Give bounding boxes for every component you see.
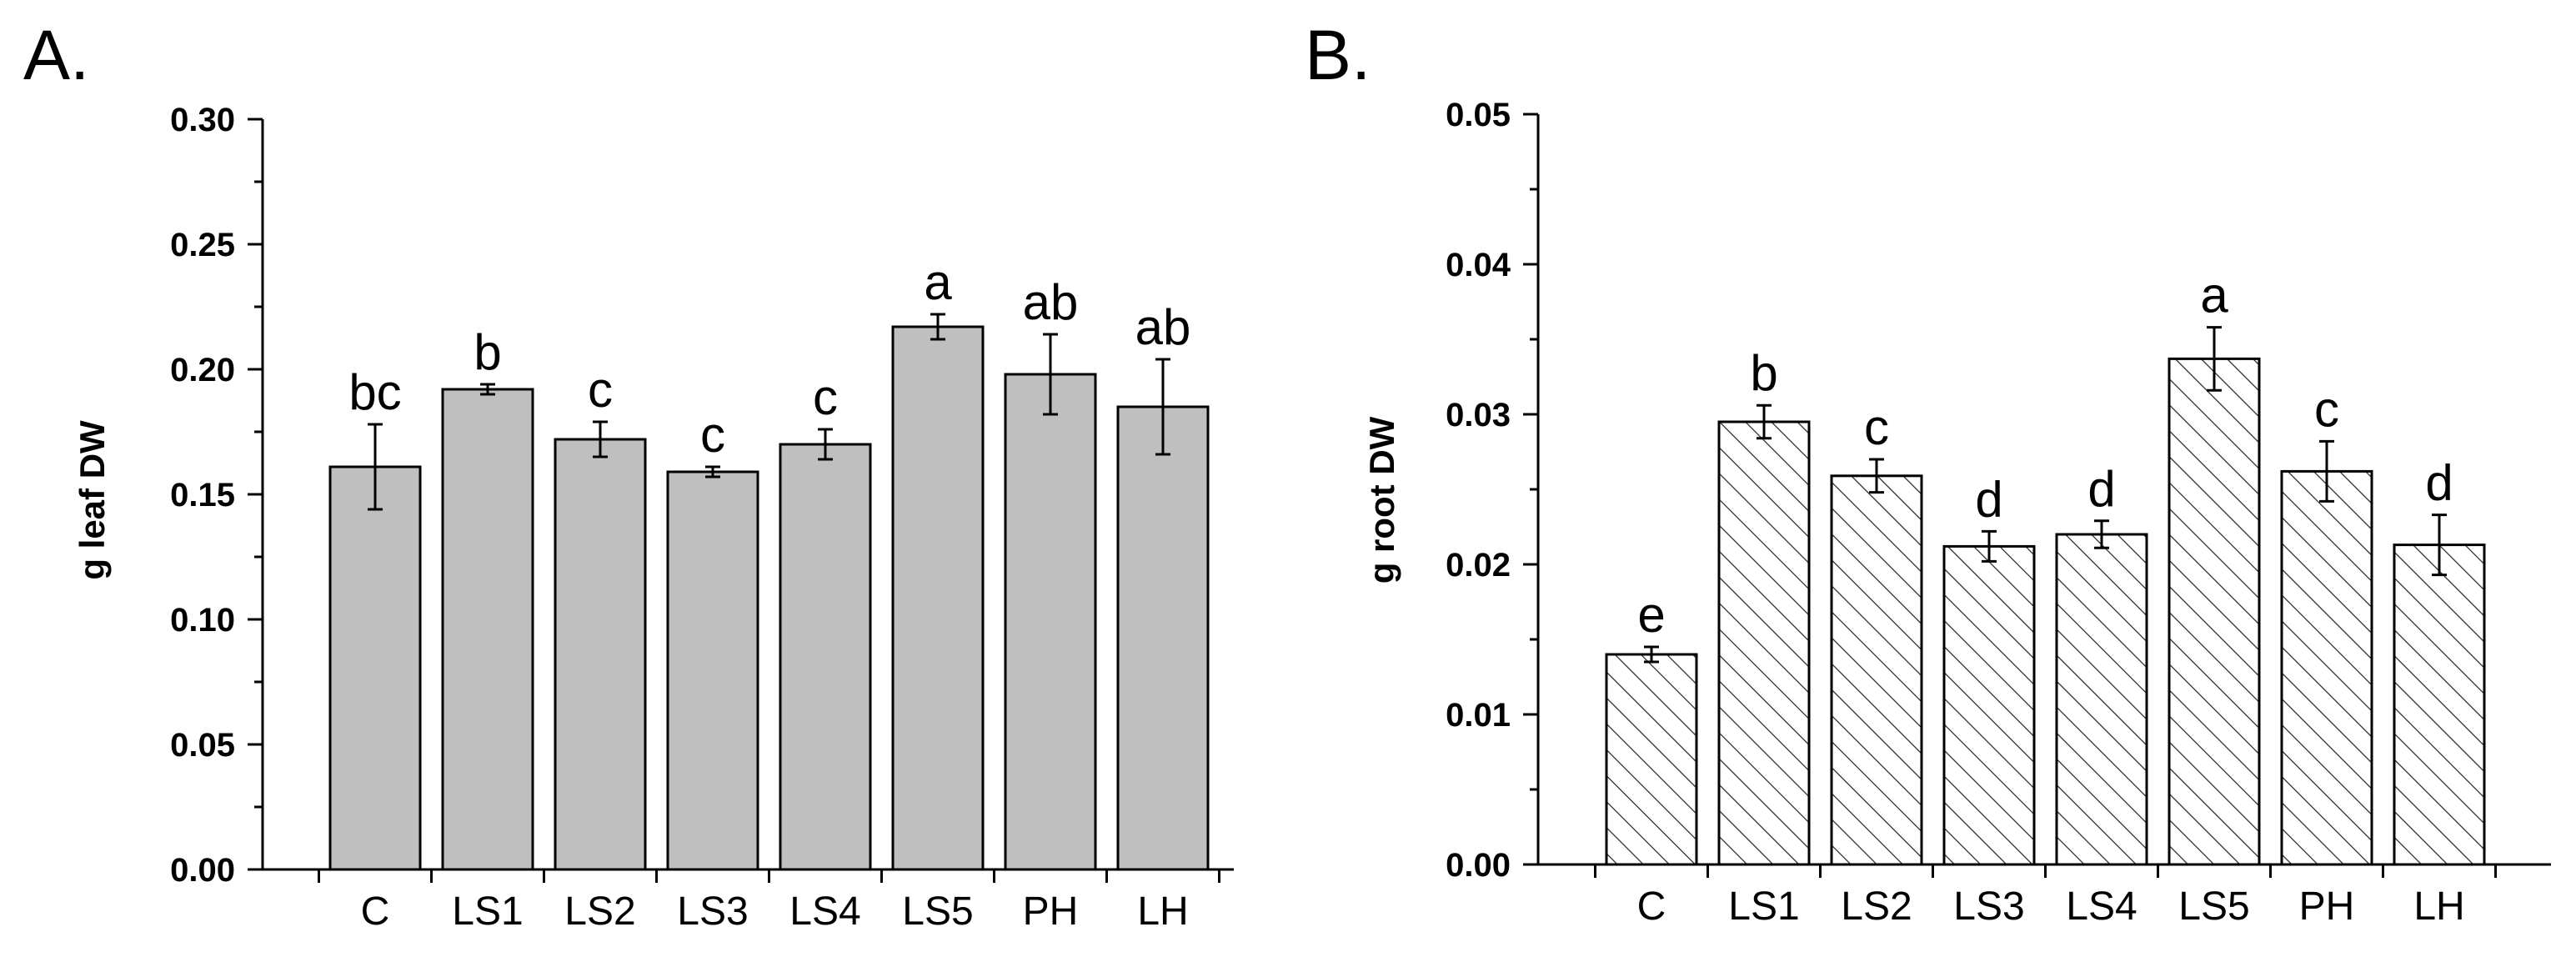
panel-a-significance-c: bc (348, 364, 401, 420)
panel-a-x-label-lh: LH (1137, 889, 1188, 934)
panel-a-y-tick-label: 0.30 (170, 102, 235, 138)
panel-b-y-tick-label: 0.02 (1446, 547, 1511, 584)
panel-b-bar-ph (2280, 469, 2373, 866)
panel-a-significance-ph: ab (1023, 274, 1079, 330)
panel-b-y-tick-label: 0.04 (1446, 247, 1511, 283)
panel-a-bar-ls5 (891, 325, 985, 871)
panel-a-significance-ls5: a (924, 254, 952, 310)
panel-a-y-tick-label: 0.10 (170, 602, 235, 639)
panel-b-bar-ls4 (2055, 533, 2148, 866)
panel-b-bar-lh (2393, 544, 2486, 866)
panel-b-root-dw: B. g root DW 0.00 0.01 0.02 0.03 0.04 0.05 e Cb… (1305, 16, 2551, 929)
panel-b-x-label-ls2: LS2 (1841, 884, 1912, 929)
panel-b-bar-ls1 (1717, 420, 1811, 866)
panel-b-x-label-ph: PH (2299, 884, 2355, 929)
panel-a-x-label-ls4: LS4 (789, 889, 860, 934)
panel-b-significance-lh: d (2425, 455, 2453, 511)
panel-a-bar-ls4 (779, 443, 872, 871)
panel-b-significance-ls3: d (1975, 471, 2002, 527)
panel-b-x-label-ls3: LS3 (1953, 884, 2024, 929)
panel-b-y-tick-label: 0.00 (1446, 847, 1511, 884)
panel-a-x-label-c: C (361, 889, 390, 934)
panel-b-y-tick-label: 0.01 (1446, 697, 1511, 734)
panel-a-y-axis-title: g leaf DW (73, 420, 112, 580)
panel-a-bar-c (328, 465, 422, 871)
panel-a-significance-ls2: c (588, 362, 613, 418)
panel-a-y-tick-label: 0.05 (170, 727, 235, 764)
panel-b-significance-ls2: c (1864, 399, 1889, 455)
panel-b-significance-ls5: a (2200, 268, 2228, 323)
panel-b-bar-ls5 (2168, 357, 2261, 866)
panel-b-bar-ls2 (1830, 474, 1923, 866)
panel-a-y-tick-label: 0.00 (170, 852, 235, 889)
panel-a-label: A. (23, 16, 89, 94)
panel-b-x-label-lh: LH (2413, 884, 2464, 929)
panel-b-significance-ph: c (2314, 381, 2339, 437)
panel-a-leaf-dw: A. g leaf DW 0.00 0.05 0.10 0.15 0.20 0.25 0.3… (23, 16, 1234, 934)
panel-a-bar-ph (1004, 373, 1097, 871)
panel-a-x-label-ph: PH (1023, 889, 1079, 934)
panel-a-y-tick-label: 0.15 (170, 477, 235, 514)
panel-a-x-label-ls1: LS1 (452, 889, 523, 934)
panel-b-x-label-ls5: LS5 (2178, 884, 2249, 929)
panel-b-label: B. (1305, 16, 1371, 94)
panel-b-x-label-c: C (1637, 884, 1666, 929)
panel-b-significance-c: e (1637, 587, 1665, 643)
panel-a-x-label-ls2: LS2 (564, 889, 635, 934)
panel-a-y-tick-label: 0.20 (170, 352, 235, 388)
panel-a-bar-ls3 (666, 470, 759, 871)
panel-a-bar-ls1 (441, 388, 534, 871)
panel-b-y-tick-label: 0.05 (1446, 97, 1511, 133)
panel-a-significance-lh: ab (1135, 299, 1191, 355)
panel-b-y-axis-title: g root DW (1362, 416, 1401, 584)
panel-a-bar-lh (1116, 405, 1210, 871)
panel-b-significance-ls1: b (1750, 345, 1777, 401)
panel-a-y-tick-label: 0.25 (170, 227, 235, 263)
panel-b-significance-ls4: d (2087, 461, 2115, 517)
panel-a-significance-ls1: b (474, 324, 501, 380)
panel-b-bar-ls3 (1942, 544, 2036, 866)
panel-a-x-label-ls5: LS5 (902, 889, 973, 934)
panel-a-significance-ls4: c (813, 369, 838, 425)
panel-b-x-label-ls4: LS4 (2066, 884, 2137, 929)
panel-b-y-tick-label: 0.03 (1446, 397, 1511, 433)
panel-b-bar-c (1605, 653, 1698, 866)
panel-a-bar-ls2 (554, 438, 647, 871)
panel-b-x-label-ls1: LS1 (1728, 884, 1799, 929)
panel-a-x-label-ls3: LS3 (677, 889, 748, 934)
panel-a-significance-ls3: c (700, 407, 725, 463)
